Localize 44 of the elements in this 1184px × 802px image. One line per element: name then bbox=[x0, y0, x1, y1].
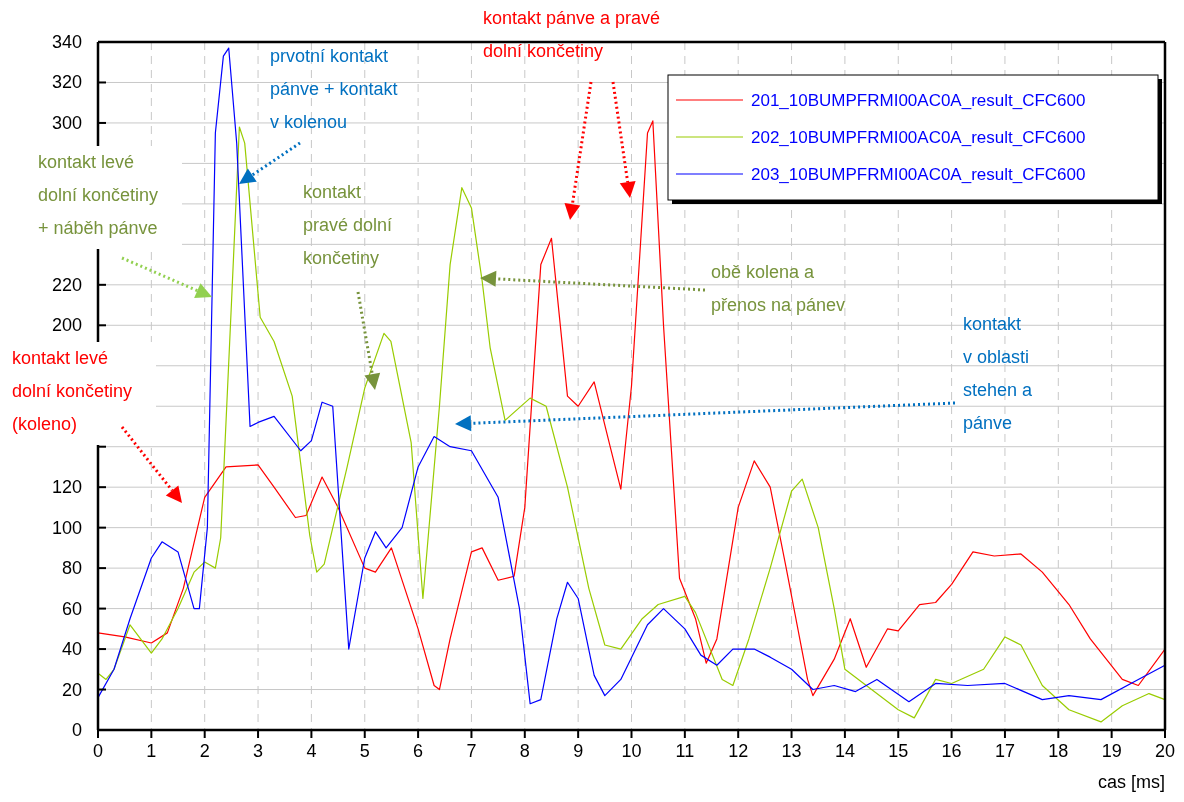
legend-label: 203_10BUMPFRMI00AC0A_result_CFC600 bbox=[751, 165, 1086, 184]
annotation: obě kolena a přenos na pánev bbox=[711, 262, 846, 315]
y-tick-label: 20 bbox=[61, 679, 82, 700]
x-axis-title: cas [ms] bbox=[1097, 772, 1165, 792]
annotation: kontakt levé dolní končetiny + náběh pánve bbox=[38, 152, 159, 238]
y-tick-label: 340 bbox=[51, 32, 82, 52]
x-tick-label: 4 bbox=[306, 741, 317, 761]
x-tick-label: 2 bbox=[199, 741, 210, 761]
x-tick-label: 1 bbox=[146, 741, 157, 761]
x-tick-label: 14 bbox=[834, 741, 855, 761]
annotation: kontakt pánve a pravé dolní končetiny bbox=[483, 8, 661, 61]
x-tick-label: 5 bbox=[359, 741, 370, 761]
x-tick-label: 15 bbox=[888, 741, 909, 761]
x-tick-label: 9 bbox=[573, 741, 584, 761]
x-tick-label: 12 bbox=[728, 741, 749, 761]
x-tick-label: 16 bbox=[941, 741, 962, 761]
x-tick-label: 17 bbox=[994, 741, 1015, 761]
y-tick-label: 300 bbox=[51, 112, 82, 133]
y-tick-label: 220 bbox=[51, 274, 82, 295]
x-tick-label: 18 bbox=[1048, 741, 1069, 761]
annotation: kontakt levé dolní končetiny (koleno) bbox=[12, 348, 133, 434]
x-tick-label: 20 bbox=[1154, 741, 1176, 761]
legend-label: 201_10BUMPFRMI00AC0A_result_CFC600 bbox=[751, 91, 1086, 110]
x-tick-label: 6 bbox=[413, 741, 424, 761]
y-tick-label: 100 bbox=[51, 517, 82, 538]
annotation: kontakt pravé dolní končetiny bbox=[303, 182, 393, 268]
y-tick-label: 120 bbox=[51, 477, 82, 498]
x-tick-label: 3 bbox=[253, 741, 264, 761]
annotation: prvotní kontakt pánve + kontakt v kolenou bbox=[270, 46, 398, 132]
legend-label: 202_10BUMPFRMI00AC0A_result_CFC600 bbox=[751, 128, 1086, 147]
annotation: kontakt v oblasti stehen a pánve bbox=[963, 314, 1034, 433]
y-tick-label: 80 bbox=[61, 558, 82, 579]
x-tick-label: 0 bbox=[92, 741, 104, 761]
x-tick-label: 8 bbox=[519, 741, 530, 761]
y-tick-label: 0 bbox=[71, 720, 82, 740]
x-tick-label: 11 bbox=[675, 741, 695, 761]
y-tick-label: 200 bbox=[51, 315, 82, 336]
y-tick-label: 40 bbox=[61, 639, 82, 660]
y-tick-label: 320 bbox=[51, 72, 82, 93]
y-tick-label: 60 bbox=[61, 598, 82, 619]
x-tick-label: 10 bbox=[621, 741, 642, 761]
x-tick-label: 7 bbox=[466, 741, 477, 761]
x-tick-label: 13 bbox=[781, 741, 802, 761]
x-tick-label: 19 bbox=[1101, 741, 1122, 761]
